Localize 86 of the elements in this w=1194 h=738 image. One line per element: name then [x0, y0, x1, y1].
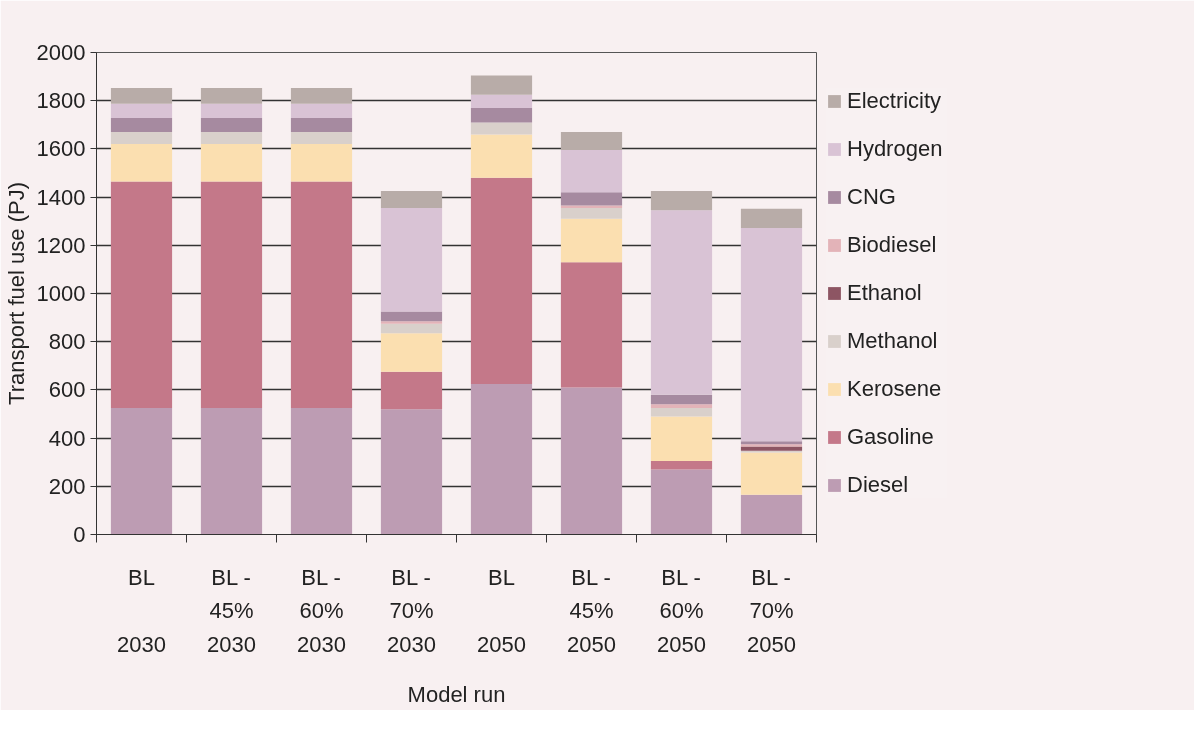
- bar: [290, 181, 353, 408]
- bar: [380, 191, 443, 208]
- bar: [650, 404, 713, 408]
- bar: [200, 118, 263, 133]
- bar: [560, 207, 623, 219]
- legend-label: Ethanol: [847, 280, 923, 306]
- bar: [290, 103, 353, 119]
- y-tick-label: 800: [48, 329, 86, 355]
- legend-label: Methanol: [847, 328, 939, 354]
- x-tick-label: BL - 60% 2050: [657, 564, 706, 657]
- y-tick-label: 1000: [36, 281, 86, 306]
- y-tick-label: 1800: [36, 88, 86, 114]
- bar: [110, 87, 173, 104]
- bar: [740, 446, 803, 451]
- y-tick-label: 2000: [36, 40, 86, 65]
- y-tick-label: 200: [48, 473, 86, 499]
- bar: [470, 383, 533, 535]
- bar: [470, 107, 533, 123]
- bar: [470, 134, 533, 178]
- bar: [470, 94, 533, 108]
- bar: [380, 409, 443, 535]
- bar: [650, 191, 713, 211]
- y-tick-label: 0: [73, 522, 86, 547]
- bar: [650, 394, 713, 405]
- x-axis-title: Model run: [407, 682, 506, 707]
- bar: [290, 132, 353, 145]
- bar: [110, 407, 173, 535]
- legend-label: CNG: [847, 184, 897, 210]
- bar: [110, 103, 173, 119]
- bar: [200, 87, 263, 104]
- x-tick-label: BL - 70% 2050: [747, 564, 796, 657]
- bar: [200, 103, 263, 119]
- bar: [650, 407, 713, 417]
- category-label: BL 2050: [477, 564, 526, 657]
- bar: [740, 452, 803, 495]
- bar: [380, 311, 443, 322]
- bar: [650, 460, 713, 470]
- bar: [560, 387, 623, 535]
- bar: [740, 208, 803, 228]
- bar: [650, 469, 713, 535]
- x-tick-label: BL - 45% 2050: [567, 564, 616, 657]
- bar: [650, 416, 713, 461]
- legend-label: Hydrogen: [847, 136, 944, 162]
- bar: [380, 207, 443, 312]
- bar: [650, 210, 713, 395]
- bar: [560, 192, 623, 206]
- bar: [200, 407, 263, 535]
- bar: [110, 132, 173, 145]
- y-tick-label: 1200: [36, 232, 86, 258]
- y-axis-title: Transport fuel use (PJ): [3, 182, 29, 405]
- bar: [470, 75, 533, 95]
- bar: [290, 407, 353, 535]
- bar: [380, 323, 443, 334]
- legend-label: Biodiesel: [847, 232, 938, 258]
- bar: [560, 150, 623, 193]
- bar: [200, 181, 263, 408]
- legend-label: Electricity: [847, 88, 943, 114]
- bar: [470, 122, 533, 135]
- bar: [380, 321, 443, 324]
- legend-label: Gasoline: [847, 424, 935, 450]
- bar: [560, 262, 623, 388]
- bar: [290, 144, 353, 182]
- y-tick-label: 600: [48, 377, 86, 403]
- bar: [380, 333, 443, 372]
- x-tick-label: BL - 70% 2030: [387, 564, 436, 657]
- legend-label: Diesel: [847, 472, 910, 498]
- bar: [200, 132, 263, 145]
- legend-label: Kerosene: [847, 376, 943, 402]
- bar: [290, 87, 353, 104]
- y-tick-label: 1400: [36, 184, 86, 210]
- bar: [110, 118, 173, 133]
- bar: [560, 218, 623, 263]
- bar: [560, 132, 623, 151]
- x-tick-label: BL - 45% 2030: [207, 564, 256, 657]
- category-label: BL 2030: [117, 564, 166, 657]
- bar: [380, 371, 443, 410]
- x-tick-label: BL - 60% 2030: [297, 564, 346, 657]
- bar: [470, 177, 533, 384]
- bar: [200, 144, 263, 182]
- bar: [290, 118, 353, 133]
- y-tick-label: 1600: [36, 136, 86, 162]
- y-tick-label: 400: [48, 425, 86, 451]
- bar: [110, 181, 173, 408]
- bar: [110, 144, 173, 182]
- bar: [740, 494, 803, 535]
- bar: [740, 227, 803, 442]
